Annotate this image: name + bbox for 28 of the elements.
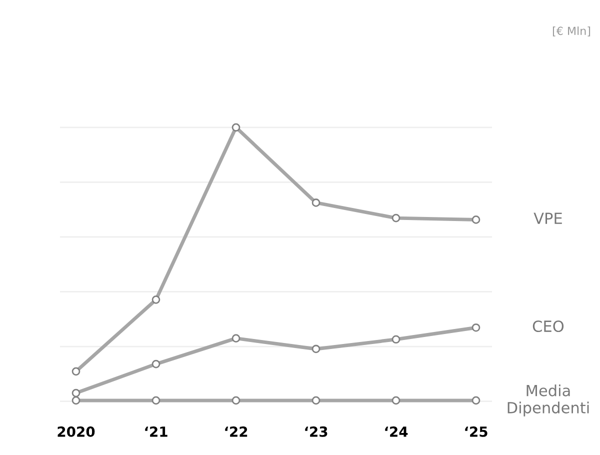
point xyxy=(392,335,400,344)
point xyxy=(312,344,320,354)
series-label: Media Dipendenti xyxy=(508,384,589,416)
x-tick-label: ‘24 xyxy=(385,426,408,437)
point xyxy=(312,396,320,405)
text: VPE xyxy=(534,212,562,224)
point xyxy=(472,396,480,405)
point xyxy=(312,198,320,207)
x-tick-label: ‘25 xyxy=(465,426,488,437)
point xyxy=(72,396,80,405)
x-tick-label: ‘21 xyxy=(145,426,168,437)
point xyxy=(152,396,160,405)
point xyxy=(152,296,160,304)
point xyxy=(472,216,480,224)
point xyxy=(472,323,480,332)
x-tick-label: 2020 xyxy=(58,426,95,437)
point xyxy=(72,388,80,398)
text: [€ Mln] xyxy=(552,26,590,36)
point xyxy=(232,123,240,132)
point xyxy=(72,367,80,376)
point xyxy=(392,396,400,405)
x-tick-label: ‘22 xyxy=(225,426,248,437)
x-tick-label: ‘23 xyxy=(305,426,328,437)
point xyxy=(152,360,160,368)
point xyxy=(232,334,240,342)
point xyxy=(392,214,400,222)
text: CEO xyxy=(532,320,564,332)
point xyxy=(232,396,240,405)
